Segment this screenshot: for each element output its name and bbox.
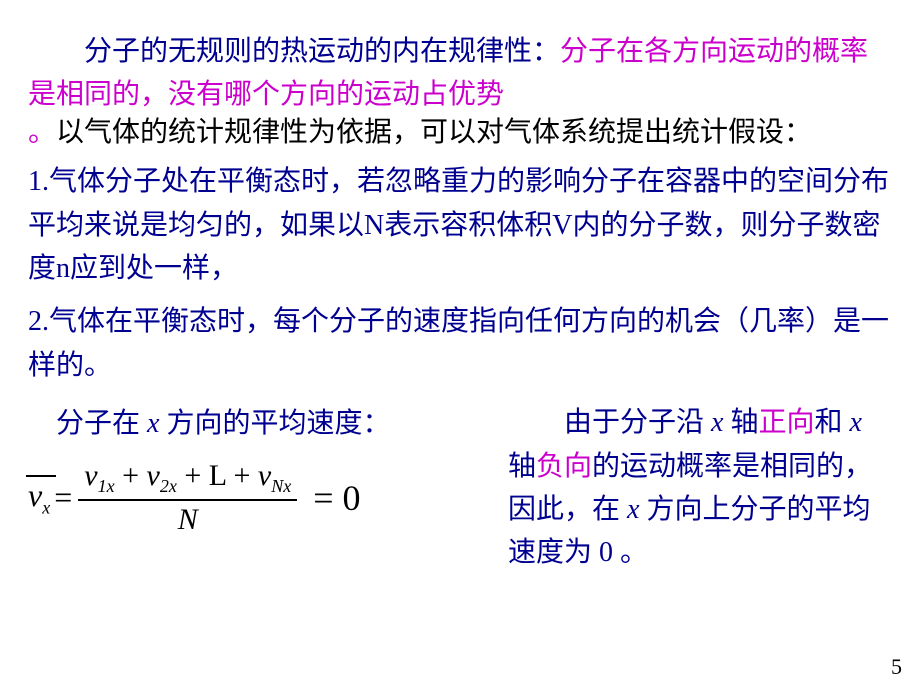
n-vN: v — [258, 459, 271, 492]
slide: 分子的无规则的热运动的内在规律性：分子在各方向运动的概率是相同的，没有哪个方向的… — [0, 0, 920, 690]
lbl-b: 方向的平均速度： — [159, 408, 390, 439]
assumption-1: 1.气体分子处在平衡态时，若忽略重力的影响分子在容器中的空间分布平均来说是均匀的… — [28, 160, 892, 290]
n-v1: v — [84, 459, 97, 492]
n-L: L — [209, 459, 226, 492]
p1-lead: 分子的无规则的热运动的内在规律性： — [84, 36, 560, 67]
r-x2: x — [850, 407, 862, 438]
n-p1: + — [115, 459, 147, 492]
r-c: 和 — [814, 407, 849, 438]
f-eq1: = — [54, 479, 72, 516]
r-x1: x — [711, 407, 723, 438]
n-s1: 1x — [98, 476, 115, 496]
page-number: 5 — [891, 654, 902, 680]
fraction: v1x + v2x + L + vNx N — [78, 459, 297, 536]
explanation-right: 由于分子沿 x 轴正向和 x 轴负向的运动概率是相同的，因此，在 x 方向上分子… — [508, 401, 892, 575]
denominator: N — [178, 501, 198, 536]
p2: 以气体的统计规律性为依据，可以对气体系统提出统计假设： — [56, 117, 812, 148]
p1-dot: 。 — [28, 117, 56, 148]
lbl-x: x — [147, 408, 159, 439]
f-lhs-v: v — [28, 477, 42, 513]
n-sN: Nx — [271, 476, 291, 496]
n-v2: v — [147, 459, 160, 492]
formula: vx = v1x + v2x + L + vNx N = 0 — [28, 459, 508, 536]
avg-velocity-label: 分子在 x 方向的平均速度： vx = v1x + v2x + L + vNx … — [28, 401, 508, 536]
r-d: 轴 — [508, 451, 536, 482]
lbl-a: 分子在 — [56, 408, 147, 439]
f-eq0: = 0 — [313, 477, 360, 519]
n-s2: 2x — [160, 476, 177, 496]
r-b: 轴 — [723, 407, 758, 438]
vbar-lhs: vx — [28, 477, 54, 518]
r-neg: 负向 — [536, 451, 592, 482]
paragraph-2-wrap: 。以气体的统计规律性为依据，可以对气体系统提出统计假设： — [28, 111, 892, 154]
numerator: v1x + v2x + L + vNx — [78, 459, 297, 501]
paragraph-1: 分子的无规则的热运动的内在规律性：分子在各方向运动的概率是相同的，没有哪个方向的… — [28, 30, 892, 117]
r-a: 由于分子沿 — [564, 407, 711, 438]
n-p2: + — [177, 459, 209, 492]
n-p3: + — [226, 459, 258, 492]
equation-row: 分子在 x 方向的平均速度： vx = v1x + v2x + L + vNx … — [28, 401, 892, 575]
assumption-2: 2.气体在平衡态时，每个分子的速度指向任何方向的机会（几率）是一样的。 — [28, 300, 892, 387]
f-lhs-sub: x — [42, 497, 50, 517]
r-pos: 正向 — [758, 407, 814, 438]
r-x3: x — [627, 494, 639, 525]
